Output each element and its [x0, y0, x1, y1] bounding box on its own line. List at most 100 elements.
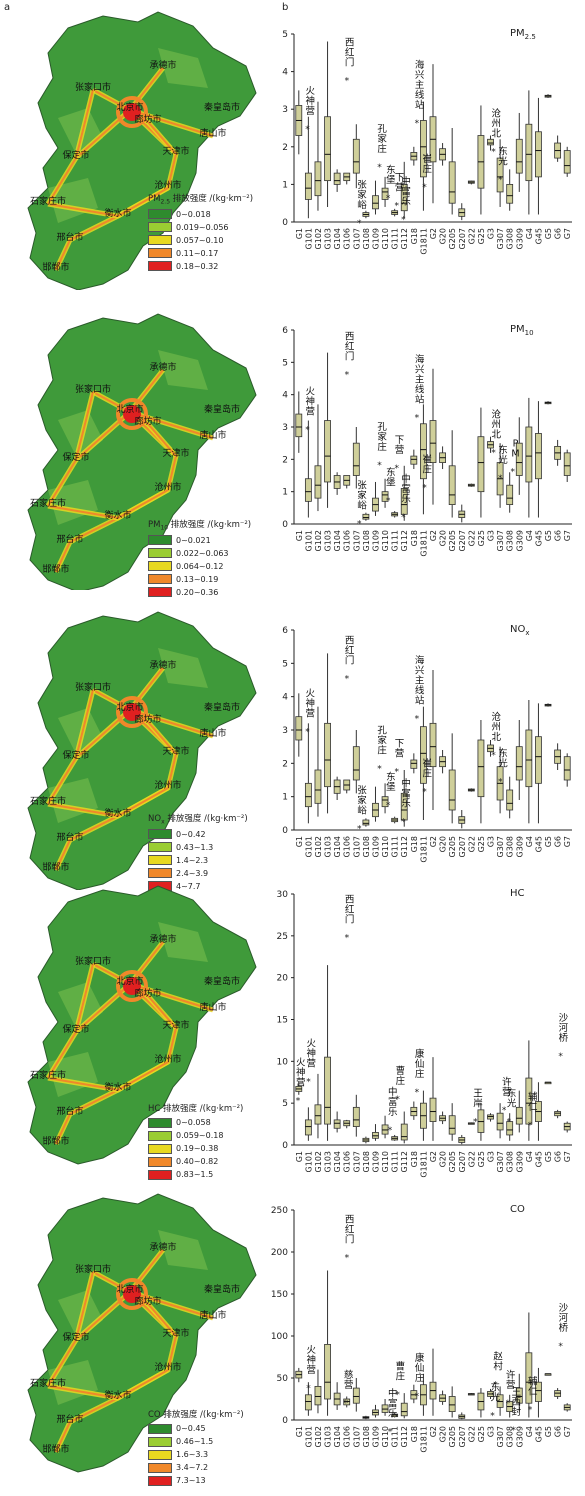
annotation-label: 家: [357, 489, 367, 501]
x-tick-label: G307: [496, 228, 505, 249]
annotation-label: 峪: [357, 500, 367, 511]
annotation-label: 桥: [559, 1322, 569, 1334]
annotation-label: P: [513, 438, 519, 449]
map-city-label: 秦皇岛市: [204, 1283, 240, 1295]
outlier-marker: *: [377, 764, 382, 774]
map-city-label: 保定市: [62, 149, 89, 161]
x-tick-label: G18: [410, 1151, 419, 1167]
x-tick-label: G1811: [419, 836, 428, 863]
x-tick-label: G102: [314, 228, 323, 249]
x-tick-label: G7: [563, 836, 572, 847]
legend-item: 0.46~1.5: [148, 1435, 244, 1448]
outlier-marker: *: [345, 674, 350, 684]
annotation-label: 沧: [492, 711, 502, 723]
x-tick-label: G205: [448, 836, 457, 857]
x-tick-label: G308: [506, 530, 515, 551]
annotation-label: 孔: [377, 422, 387, 433]
map-city-label: 石家庄市: [30, 1377, 66, 1389]
x-tick-label: G20: [439, 1151, 448, 1167]
outlier-marker: *: [394, 202, 399, 212]
map-city-label: 承德市: [149, 933, 176, 945]
map-city-label: 廊坊市: [134, 415, 161, 427]
annotation-label: 神: [306, 698, 316, 710]
map-road-core: [47, 89, 94, 205]
x-tick-label: G108: [362, 530, 371, 551]
map-city-label: 邯郸市: [42, 261, 69, 273]
x-tick-label: G1: [295, 530, 304, 541]
annotation-label: 火: [306, 1345, 316, 1356]
map-city-label: 石家庄市: [30, 1069, 66, 1081]
annotation-label: 沧: [492, 108, 502, 120]
annotation-label: 门: [345, 913, 355, 925]
map-city-label: 北京市: [116, 101, 143, 113]
outlier-marker: *: [558, 1342, 563, 1352]
map-city-label: 邢台市: [56, 533, 83, 545]
x-tick-label: G18: [410, 1426, 419, 1442]
map-city-label: 保定市: [62, 1023, 89, 1035]
map-city-label: 北京市: [116, 403, 143, 415]
y-tick-label: 20: [277, 974, 289, 984]
x-tick-label: G110: [381, 530, 390, 551]
legend-swatch: [148, 855, 172, 866]
box-iqr: [420, 726, 427, 784]
box-iqr: [515, 138, 523, 174]
legend-label: 1.6~3.3: [176, 1450, 209, 1459]
x-tick-label: G307: [496, 530, 505, 551]
annotation-label: 仙: [415, 1362, 425, 1374]
legend-swatch: [148, 548, 172, 559]
annotation-label: 富: [388, 1397, 398, 1409]
x-tick-label: G4: [525, 530, 534, 541]
annotation-label: 东: [386, 467, 396, 479]
outlier-marker: *: [498, 175, 503, 185]
map-city-label: 衡水市: [104, 807, 131, 819]
annotation-label: 火: [306, 86, 316, 97]
annotation-label: 慈: [344, 1369, 354, 1381]
box-iqr: [324, 1343, 331, 1400]
annotation-label: 火: [306, 689, 316, 700]
x-tick-label: G7: [563, 1426, 572, 1437]
x-tick-label: G111: [391, 530, 400, 551]
annotation-label: 西: [345, 894, 355, 905]
x-tick-label: G6: [554, 1151, 563, 1162]
box-iqr: [448, 465, 456, 506]
annotation-label: 乐: [401, 798, 411, 810]
x-tick-label: G22: [467, 1151, 476, 1167]
outlier-marker: *: [306, 1384, 311, 1394]
box-iqr: [381, 796, 389, 808]
map-city-label: 承德市: [149, 1241, 176, 1253]
box-iqr: [410, 759, 418, 769]
annotation-label: 门: [345, 56, 355, 68]
box-iqr: [304, 478, 312, 502]
y-tick-label: 200: [271, 1248, 288, 1258]
x-tick-label: G1811: [419, 228, 428, 255]
x-tick-label: G309: [515, 228, 524, 249]
x-tick-label: G3: [487, 228, 496, 239]
panel-pm10: 张家口市 承德市 北京市 秦皇岛市 廊坊市 唐山市 保定市 天津市 沧州市 石家庄市 衡水市 邢台市邯…: [0, 300, 585, 600]
x-tick-label: G108: [362, 1151, 371, 1172]
box-iqr: [295, 716, 303, 741]
annotation-label: 庄: [396, 1075, 406, 1087]
x-tick-label: G25: [477, 1426, 486, 1442]
annotation-label: 营: [306, 105, 316, 117]
map-city-label: 邢台市: [56, 1413, 83, 1425]
annotation-label: 许: [502, 1076, 512, 1088]
annotation-label: 东: [498, 748, 508, 760]
annotation-label: 站: [415, 99, 425, 111]
box-iqr: [563, 150, 571, 174]
annotation-label: 中: [401, 778, 411, 790]
annotation-label: 峪: [357, 805, 367, 816]
x-tick-label: G5: [544, 1426, 553, 1437]
legend-item: 0~0.021: [148, 534, 251, 547]
legend-item: 0.059~0.18: [148, 1129, 243, 1142]
x-tick-label: G101: [304, 228, 313, 249]
annotation-label: 光: [491, 1392, 501, 1404]
legend-swatch: [148, 1449, 172, 1460]
legend-swatch: [148, 561, 172, 572]
outlier-marker: *: [386, 194, 391, 204]
x-tick-label: G110: [381, 1426, 390, 1447]
x-tick-label: G205: [448, 1151, 457, 1172]
x-tick-label: G104: [333, 1426, 342, 1447]
map-city-label: 廊坊市: [134, 713, 161, 725]
